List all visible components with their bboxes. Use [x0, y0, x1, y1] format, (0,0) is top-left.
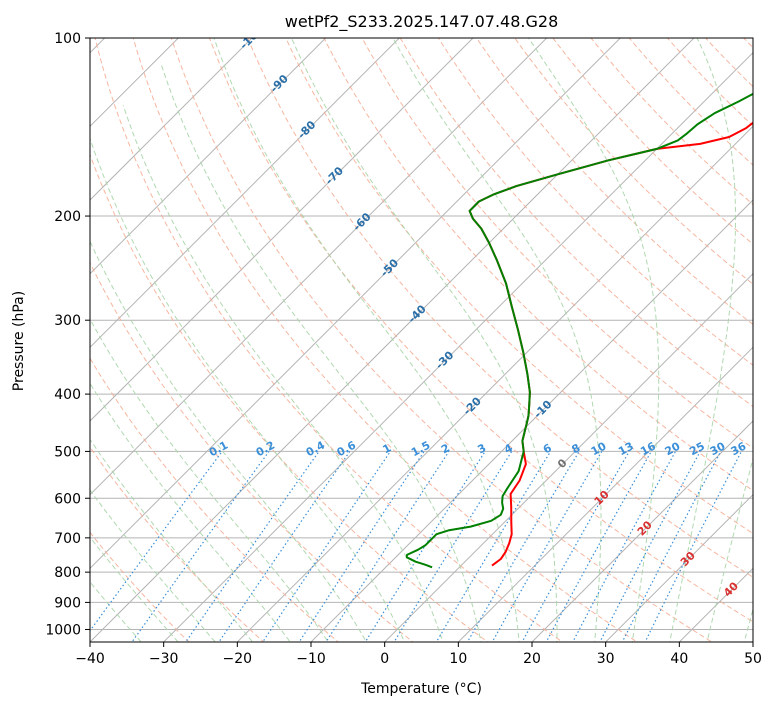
- isotherm-line: [604, 493, 753, 642]
- moist-adiabat-line: [706, 456, 753, 642]
- moist-adiabat-line: [90, 438, 254, 642]
- dry-adiabat-line: [94, 38, 564, 642]
- mixing-ratio-line: [621, 451, 722, 642]
- mixing-ratio-line: [435, 451, 552, 642]
- mixing-ratio-line: [262, 451, 391, 642]
- isotherm-line: [90, 38, 695, 642]
- mixing-ratio-line: [491, 451, 603, 642]
- data-series: [405, 92, 753, 569]
- mixing-ratio-line: [218, 451, 351, 642]
- mixing-ratio-label: 10: [589, 439, 609, 458]
- moist-adiabat-line: [290, 38, 558, 642]
- mixing-ratio-label: 30: [708, 439, 728, 458]
- dry-adiabat-line: [361, 38, 753, 449]
- x-tick-label: 50: [744, 651, 762, 667]
- x-tick-label: −40: [75, 651, 105, 667]
- moist-adiabat-line: [213, 38, 520, 642]
- isotherm-line: [90, 38, 253, 201]
- mixing-ratio-line: [466, 451, 580, 642]
- dry-adiabat-line: [666, 38, 753, 127]
- mixing-ratio-line: [644, 451, 743, 642]
- isotherm-line: [90, 38, 401, 349]
- isotherm-line: [236, 125, 753, 642]
- dry-adiabat-line: [476, 38, 753, 326]
- isotherm-line: [383, 272, 753, 642]
- dry-adiabat-line: [247, 38, 753, 578]
- mixing-ratio-line: [545, 451, 652, 642]
- x-tick-label: 30: [597, 651, 615, 667]
- dry-adiabat-line: [132, 38, 638, 642]
- mixing-ratio-label: 36: [729, 439, 749, 458]
- moist-adiabat-line: [90, 136, 406, 642]
- x-tick-label: −10: [296, 651, 326, 667]
- mixing-ratio-line: [325, 451, 450, 642]
- moist-adiabat-line: [122, 105, 444, 642]
- mixing-ratio-label: 13: [616, 440, 636, 459]
- moist-adiabat-line: [392, 38, 602, 642]
- y-tick-label: 200: [54, 209, 81, 225]
- y-tick-label: 800: [54, 565, 81, 581]
- dry-adiabat-line: [90, 531, 190, 642]
- dry-adiabat-line: [90, 446, 265, 642]
- plot-frame: [89, 37, 754, 643]
- moist-adiabat-line: [90, 239, 367, 642]
- isotherm-line: [90, 38, 622, 570]
- x-tick-label: 0: [380, 651, 389, 667]
- y-tick-label: 300: [54, 313, 81, 329]
- mixing-ratio-label: 20: [663, 439, 683, 458]
- isotherm-line: [90, 38, 548, 496]
- isotherm-line: [90, 38, 474, 422]
- dry-adiabat-line: [552, 38, 753, 245]
- dry-adiabat-line: [590, 38, 753, 206]
- dry-adiabat-line: [90, 153, 489, 642]
- moist-adiabat-line: [160, 62, 482, 642]
- y-tick-label: 900: [54, 595, 81, 611]
- dry-adiabat-line: [285, 38, 753, 535]
- y-tick-label: 500: [54, 444, 81, 460]
- y-tick-label: 400: [54, 387, 81, 403]
- mixing-ratio-line: [184, 451, 320, 642]
- mixing-ratio-line: [298, 451, 425, 642]
- mixing-ratio-line: [521, 451, 630, 642]
- x-tick-label: −20: [223, 651, 253, 667]
- y-tick-label: 1000: [45, 622, 81, 638]
- chart-title: wetPf2_S233.2025.147.07.48.G28: [285, 12, 559, 32]
- x-axis-label: Temperature (°C): [360, 681, 482, 697]
- isotherm-line: [162, 51, 753, 642]
- dewpoint-profile-line: [405, 92, 753, 569]
- dry-adiabat-line: [170, 38, 713, 642]
- moist-adiabat-line: [90, 489, 216, 642]
- mixing-ratio-label: 25: [687, 440, 707, 459]
- isotherm-line: [90, 38, 180, 128]
- x-tick-label: −30: [149, 651, 179, 667]
- y-tick-label: 700: [54, 531, 81, 547]
- isotherm-line: [90, 38, 327, 275]
- moist-adiabat-line: [90, 318, 329, 642]
- dry-adiabat-line: [208, 38, 753, 623]
- mixing-ratio-line: [90, 451, 223, 632]
- isotherm-line: [531, 420, 753, 642]
- mixing-ratio-label: 16: [638, 439, 658, 458]
- isotherm-line: [310, 199, 753, 642]
- background-lines: [90, 38, 753, 642]
- y-tick-label: 100: [54, 31, 81, 47]
- axes: −40 −30 −20 −10 0 10 20 30 40 50 100 200 300 400 500 60…: [45, 31, 762, 667]
- x-tick-label: 10: [449, 651, 467, 667]
- x-tick-label: 20: [523, 651, 541, 667]
- moist-adiabat-line: [669, 38, 736, 642]
- x-tick-label: 40: [670, 651, 688, 667]
- dry-adiabat-line: [90, 261, 414, 642]
- y-tick-label: 600: [54, 491, 81, 507]
- mixing-ratio-line: [131, 451, 270, 642]
- moist-adiabat-line: [743, 607, 753, 642]
- dry-adiabat-line: [437, 38, 753, 366]
- moist-adiabat-line: [528, 38, 660, 642]
- y-axis-label: Pressure (hPa): [11, 291, 27, 391]
